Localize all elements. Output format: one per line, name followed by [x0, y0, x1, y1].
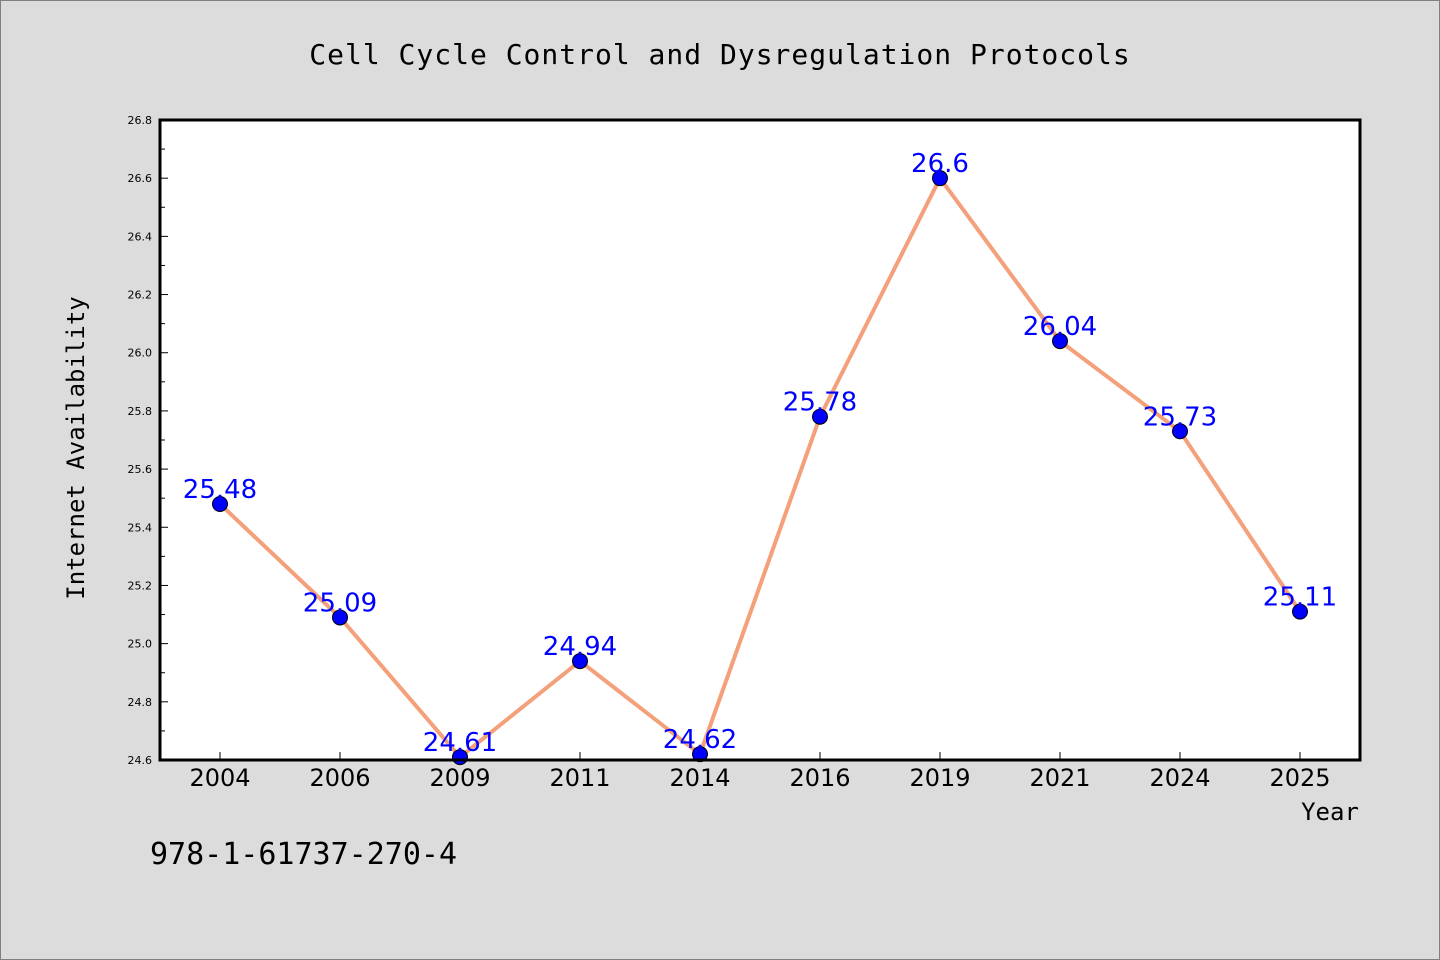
- plot-frame: [158, 118, 1362, 762]
- y-tick-label: 25.2: [128, 579, 153, 592]
- data-point: [1172, 423, 1188, 440]
- y-tick-label: 25.6: [128, 463, 153, 476]
- x-tick-label: 2021: [1029, 764, 1090, 792]
- chart-title: Cell Cycle Control and Dysregulation Pro…: [309, 38, 1130, 71]
- data-point: [1052, 333, 1068, 350]
- isbn-footnote: 978-1-61737-270-4: [150, 837, 457, 872]
- data-point: [692, 746, 708, 763]
- x-tick-label: 2016: [789, 764, 850, 792]
- x-tick-label: 2011: [549, 764, 610, 792]
- data-point: [932, 170, 948, 187]
- y-tick-label: 26.6: [128, 172, 153, 185]
- y-tick-label: 26.8: [128, 114, 153, 127]
- x-tick-label: 2014: [669, 764, 730, 792]
- data-point: [212, 496, 228, 512]
- data-label: 25.48: [183, 475, 257, 505]
- data-label: 24.61: [423, 728, 497, 758]
- x-axis: 2004 2006 2009 2011 2014 2016 2019 2021 2024 2025: [189, 752, 1331, 792]
- y-tick-label: 26.4: [128, 230, 153, 243]
- data-point: [332, 609, 348, 626]
- y-tick-label: 25.8: [128, 405, 153, 418]
- x-tick-label: 2004: [189, 764, 250, 792]
- x-tick-label: 2006: [309, 764, 370, 792]
- y-tick-label: 24.8: [128, 696, 153, 709]
- y-tick-label: 26.2: [128, 289, 153, 302]
- x-tick-label: 2009: [429, 764, 490, 792]
- y-tick-label: 26.0: [128, 347, 153, 360]
- data-label: 26.6: [911, 149, 969, 179]
- x-tick-label: 2019: [909, 764, 970, 792]
- data-labels: 25.48 25.09 24.61 24.94 24.62 25.78 26.6 26.04 2…: [183, 149, 1337, 758]
- y-tick-label: 25.4: [128, 521, 153, 534]
- data-label: 26.04: [1023, 312, 1097, 342]
- data-label: 24.62: [663, 725, 737, 755]
- data-label: 25.78: [783, 388, 857, 418]
- data-label: 25.73: [1143, 402, 1217, 432]
- x-tick-label: 2025: [1269, 764, 1330, 792]
- y-tick-label: 24.6: [128, 754, 153, 767]
- y-tick-label: 25.0: [128, 638, 153, 651]
- data-point: [1292, 603, 1308, 620]
- series-line: [218, 176, 1302, 760]
- data-label: 25.11: [1263, 583, 1337, 613]
- data-point: [572, 653, 588, 670]
- x-tick-label: 2024: [1149, 764, 1210, 792]
- plot-area: [160, 120, 1360, 760]
- data-label: 24.94: [543, 632, 617, 662]
- data-point: [812, 408, 828, 425]
- data-label: 25.09: [303, 588, 377, 618]
- series-markers: [212, 170, 1308, 766]
- y-axis-label: Internet Availability: [62, 296, 90, 599]
- x-axis-label: Year: [1301, 798, 1359, 826]
